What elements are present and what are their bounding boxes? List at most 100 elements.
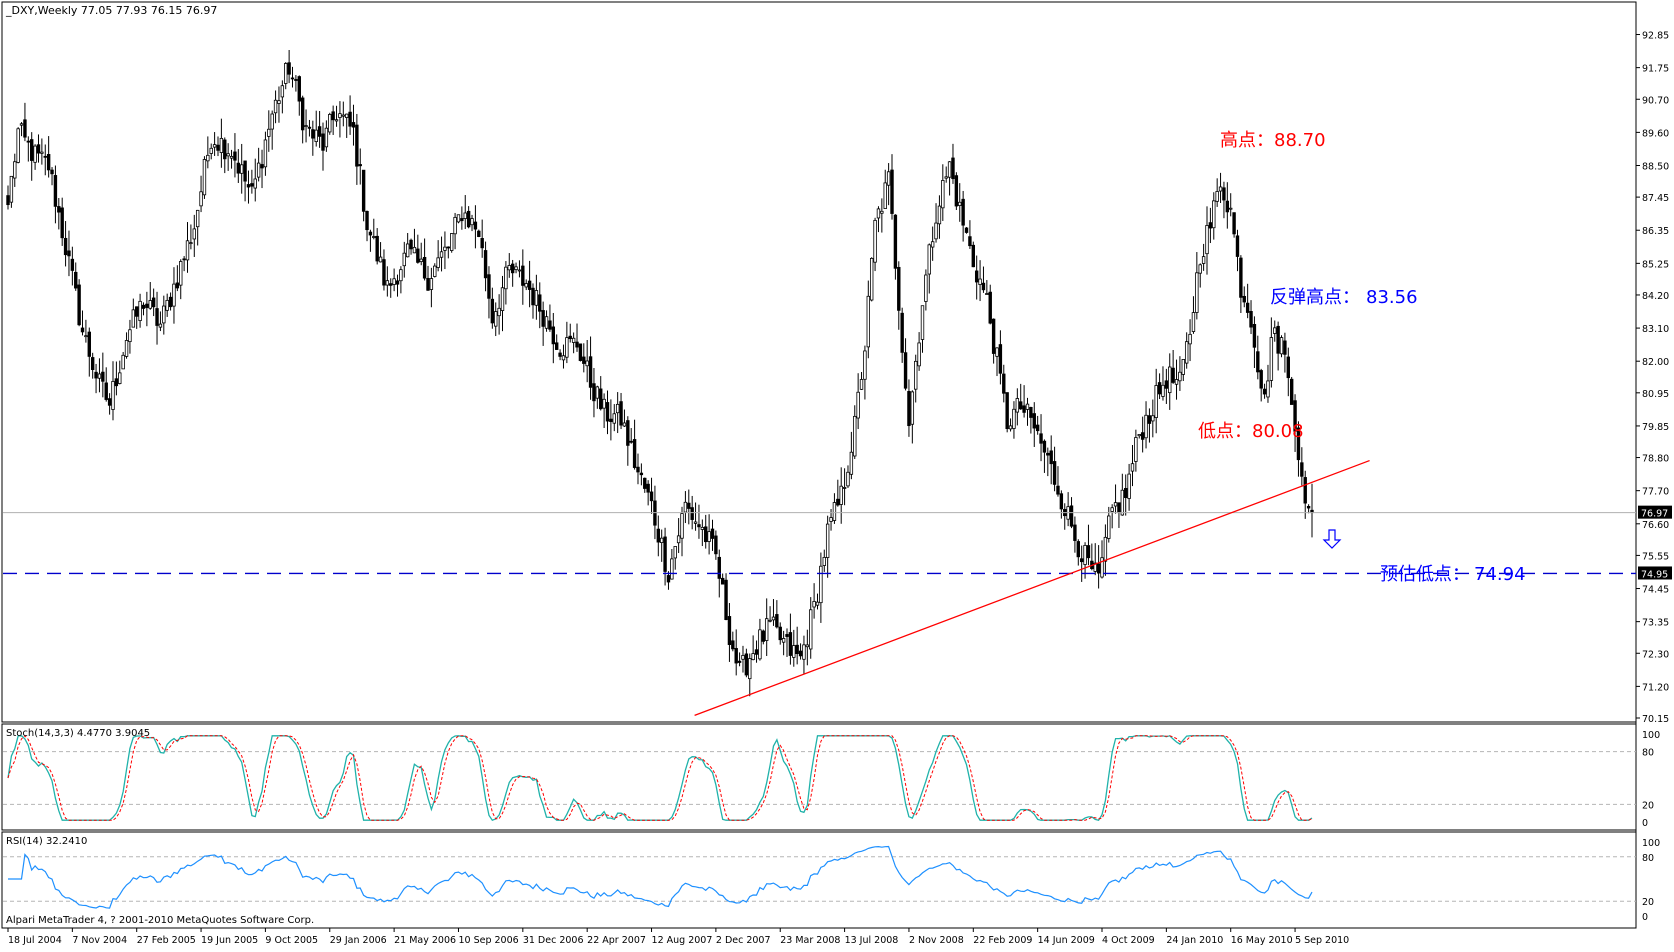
annotation-estimated-low-label: 预估低点： [1380, 564, 1470, 585]
candle [1025, 397, 1030, 426]
candle [971, 241, 975, 268]
candle [1086, 524, 1091, 566]
price-tick-label: 83.10 [1642, 324, 1669, 335]
main-chart-frame [1, 1, 1637, 723]
candle [1066, 492, 1070, 527]
down-arrow-icon [1322, 529, 1342, 549]
price-tick-label: 74.45 [1642, 585, 1669, 596]
candle [995, 347, 999, 377]
candle [307, 119, 312, 137]
candle [592, 368, 596, 418]
candle [615, 392, 620, 434]
candle [46, 136, 51, 178]
price-axis: 92.85 91.75 90.70 89.60 88.50 87.45 86.35 85.25… [1636, 31, 1672, 725]
candle [284, 62, 288, 90]
price-tick-label: 75.55 [1642, 551, 1669, 562]
candle [223, 137, 227, 174]
candle [1032, 402, 1036, 447]
candle [944, 166, 948, 183]
candle [1130, 444, 1135, 487]
candle [1184, 332, 1189, 369]
candle [805, 629, 810, 666]
candle [246, 170, 251, 204]
candle [16, 127, 20, 164]
candle [172, 267, 176, 324]
candle [1171, 350, 1175, 384]
candle [764, 598, 769, 656]
price-tick-label: 80.95 [1642, 389, 1669, 400]
candle [602, 393, 606, 429]
candle [1306, 504, 1311, 514]
osc-tick-label: 0 [1642, 912, 1648, 923]
candle [9, 175, 14, 208]
candle [1103, 524, 1108, 576]
price-tick-label: 92.85 [1642, 31, 1669, 42]
trendline[interactable] [694, 459, 1370, 717]
candle [87, 327, 91, 377]
candle [57, 197, 61, 230]
candle [179, 259, 183, 300]
stoch-frame [1, 723, 1637, 831]
candle [680, 506, 684, 557]
candle [900, 307, 904, 363]
candle [348, 95, 352, 135]
candle [260, 149, 264, 189]
candle [104, 367, 108, 402]
candle [700, 519, 705, 547]
candle [141, 302, 146, 316]
candle [815, 593, 820, 610]
candle [1137, 434, 1141, 439]
candle [1002, 364, 1006, 403]
candle [145, 291, 149, 327]
osc-tick-label: 80 [1642, 748, 1654, 759]
candle [263, 131, 268, 176]
candle [1310, 483, 1314, 538]
candle [1008, 418, 1013, 432]
candle [19, 122, 24, 137]
candle [914, 354, 918, 403]
candle [727, 603, 732, 662]
candle [978, 260, 982, 302]
candle [734, 629, 738, 676]
time-tick-label: 2 Dec 2007 [716, 935, 771, 946]
candle [124, 332, 129, 359]
candle [768, 606, 772, 623]
candle [1056, 466, 1060, 497]
candle [968, 220, 972, 249]
price-tick-label: 71.20 [1642, 682, 1669, 693]
candle [138, 293, 142, 328]
candle [1147, 408, 1152, 443]
price-tick-label: 91.75 [1642, 64, 1669, 75]
candle [480, 219, 484, 258]
candle [300, 95, 305, 144]
candle [294, 75, 298, 92]
candle [375, 228, 379, 265]
candles-group [6, 49, 1314, 697]
candle [988, 284, 992, 325]
candle [636, 453, 640, 485]
time-tick-label: 27 Feb 2005 [137, 935, 196, 946]
candle [910, 390, 915, 444]
candle [1019, 383, 1023, 410]
candle [128, 319, 132, 354]
candle [670, 549, 674, 580]
candle [544, 310, 549, 332]
price-tick-label: 79.85 [1642, 422, 1669, 433]
time-tick-label: 31 Dec 2006 [523, 935, 584, 946]
candle [612, 404, 616, 432]
candle [524, 279, 528, 291]
candle [761, 629, 766, 645]
osc-tick-label: 100 [1642, 730, 1660, 741]
time-tick-label: 4 Oct 2009 [1102, 935, 1155, 946]
candle [209, 143, 213, 160]
candle [1144, 401, 1148, 449]
candle [267, 110, 271, 152]
candle [422, 238, 427, 281]
candle [731, 631, 735, 652]
candle [646, 480, 650, 506]
candle [771, 599, 776, 626]
candle [863, 345, 867, 400]
time-axis: 18 Jul 2004 7 Nov 2004 27 Feb 2005 19 Jun 2… [7, 928, 1349, 946]
candle [419, 242, 423, 266]
